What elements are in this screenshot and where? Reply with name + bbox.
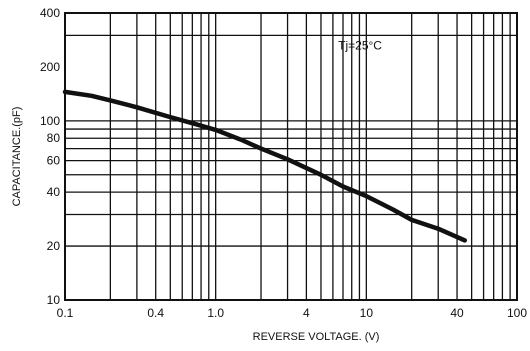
temperature-annotation: Tj=25°C	[338, 39, 382, 53]
y-tick-label: 10	[47, 293, 61, 307]
grid-lines	[65, 13, 517, 300]
y-tick-label: 20	[47, 239, 61, 253]
x-tick-label: 4	[303, 306, 310, 320]
x-tick-label: 100	[507, 306, 527, 320]
x-tick-label: 10	[360, 306, 374, 320]
x-tick-label: 40	[450, 306, 464, 320]
x-tick-label: 0.1	[57, 306, 74, 320]
y-tick-label: 80	[47, 131, 61, 145]
y-axis-label: CAPACITANCE.(pF)	[11, 107, 23, 207]
x-tick-label: 1.0	[207, 306, 224, 320]
series-line	[62, 89, 468, 243]
y-tick-label: 60	[47, 154, 61, 168]
plot-frame	[64, 12, 518, 301]
capacitance-curve	[62, 89, 468, 243]
y-tick-label: 100	[40, 114, 60, 128]
y-tick-label: 400	[40, 6, 60, 20]
y-tick-label: 40	[47, 185, 61, 199]
x-axis-label: REVERSE VOLTAGE. (V)	[253, 331, 380, 343]
y-tick-labels: 10 20 40 60 80 100 200 400	[40, 6, 60, 307]
x-tick-label: 0.4	[147, 306, 164, 320]
x-tick-labels: 0.1 0.4 1.0 4 10 40 100	[57, 306, 528, 320]
y-tick-label: 200	[40, 60, 60, 74]
